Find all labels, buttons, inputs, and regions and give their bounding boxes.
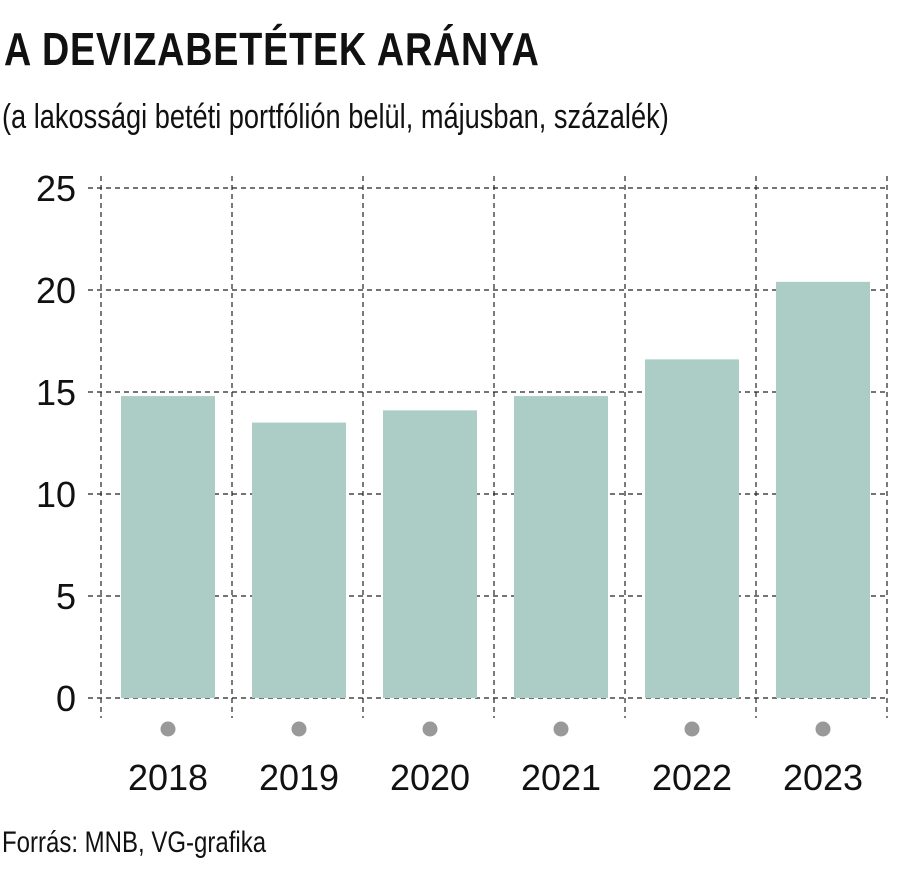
category-marker bbox=[291, 721, 307, 737]
source-note: Forrás: MNB, VG-grafika bbox=[2, 826, 267, 859]
bar bbox=[514, 396, 608, 698]
x-markers bbox=[160, 721, 831, 737]
chart-subtitle: (a lakossági betéti portfólión belül, má… bbox=[2, 98, 669, 136]
x-tick-label: 2018 bbox=[128, 757, 208, 798]
category-marker bbox=[422, 721, 438, 737]
category-marker bbox=[553, 721, 569, 737]
y-tick-label: 0 bbox=[56, 678, 76, 719]
bar bbox=[121, 396, 215, 698]
chart-title: A DEVIZABETÉTEK ARÁNYA bbox=[4, 23, 540, 75]
bar bbox=[383, 410, 477, 698]
x-tick-label: 2023 bbox=[783, 757, 863, 798]
y-tick-label: 10 bbox=[36, 474, 76, 515]
bars bbox=[121, 281, 870, 698]
x-tick-labels: 2018 2019 2020 2021 2022 2023 bbox=[128, 757, 863, 798]
bar bbox=[252, 422, 346, 698]
y-tick-label: 15 bbox=[36, 372, 76, 413]
y-tick-label: 20 bbox=[36, 270, 76, 311]
category-marker bbox=[684, 721, 700, 737]
x-tick-label: 2022 bbox=[652, 757, 732, 798]
grid-lines bbox=[88, 176, 888, 718]
y-tick-label: 5 bbox=[56, 576, 76, 617]
y-tick-label: 25 bbox=[36, 168, 76, 209]
x-tick-label: 2020 bbox=[390, 757, 470, 798]
x-tick-label: 2021 bbox=[521, 757, 601, 798]
x-tick-label: 2019 bbox=[259, 757, 339, 798]
category-marker bbox=[160, 721, 176, 737]
bar bbox=[645, 359, 739, 698]
bar bbox=[776, 281, 870, 698]
y-tick-labels: 0 5 10 15 20 25 bbox=[36, 168, 76, 719]
category-marker bbox=[815, 721, 831, 737]
